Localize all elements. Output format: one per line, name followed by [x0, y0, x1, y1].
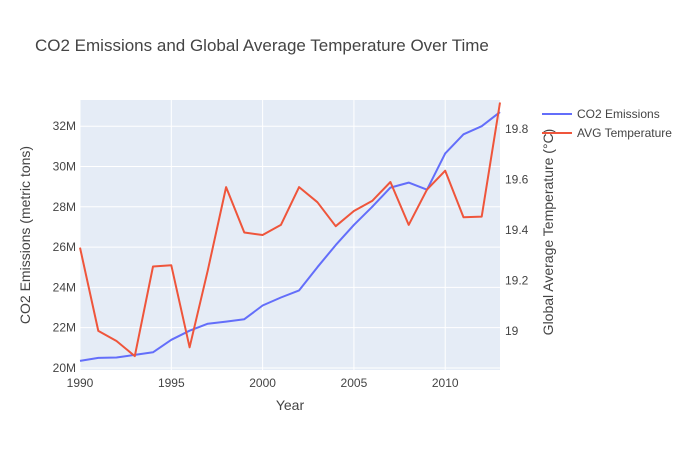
chart-title: CO2 Emissions and Global Average Tempera…: [35, 36, 489, 55]
y-tick-label: 26M: [53, 240, 76, 254]
y-tick-label: 30M: [53, 159, 76, 173]
x-tick-label: 2005: [341, 376, 368, 390]
x-tick-label: 1990: [67, 376, 94, 390]
y2-tick-label: 19.8: [505, 122, 529, 136]
x-axis-ticks: 1990 1995 2000 2005 2010: [67, 376, 459, 390]
y-tick-label: 24M: [53, 280, 76, 294]
y2-tick-label: 19.2: [505, 273, 529, 287]
y2-tick-label: 19.6: [505, 172, 529, 186]
x-axis-title: Year: [276, 397, 305, 413]
legend: CO2 Emissions AVG Temperature: [542, 107, 672, 140]
y-tick-label: 32M: [53, 119, 76, 133]
grid-lines: [79, 100, 500, 370]
y2-tick-label: 19.4: [505, 223, 529, 237]
y-axis-title: CO2 Emissions (metric tons): [17, 146, 33, 324]
plot-area: [80, 100, 500, 370]
y-axis-ticks: 20M 22M 24M 26M 28M 30M 32M: [53, 119, 76, 375]
series-line-1: [79, 102, 501, 358]
y2-tick-label: 19: [505, 324, 519, 338]
y-tick-label: 22M: [53, 321, 76, 335]
x-tick-label: 1995: [158, 376, 185, 390]
x-tick-label: 2000: [249, 376, 276, 390]
legend-label-0: CO2 Emissions: [577, 107, 660, 121]
series-layer: [79, 102, 501, 362]
y2-axis-ticks: 19 19.2 19.4 19.6 19.8: [505, 122, 529, 338]
y-tick-label: 28M: [53, 200, 76, 214]
legend-label-1: AVG Temperature: [577, 126, 672, 140]
series-line-0: [79, 111, 501, 362]
y-tick-label: 20M: [53, 361, 76, 375]
x-tick-label: 2010: [432, 376, 459, 390]
y2-axis-title: Global Average Temperature (°C): [540, 129, 556, 336]
